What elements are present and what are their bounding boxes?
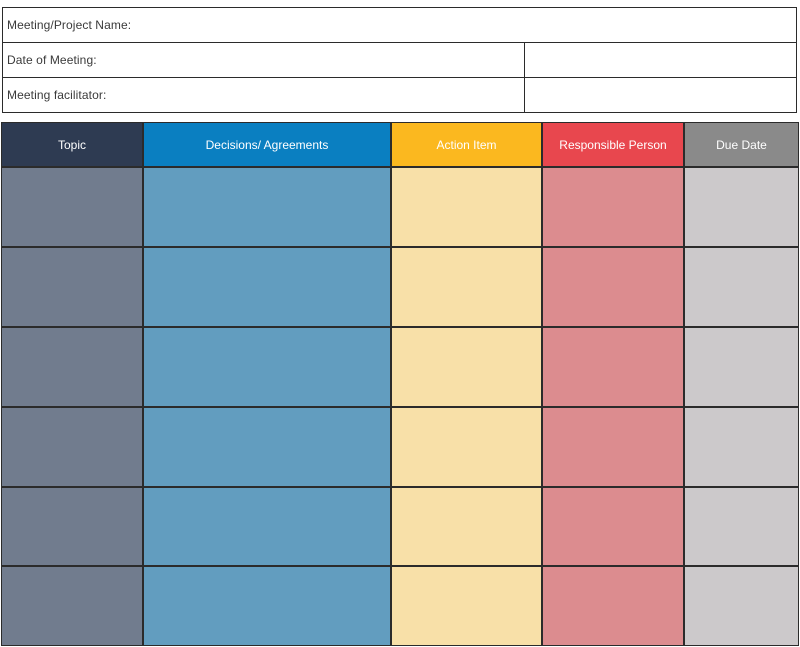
decisions-cell[interactable] [144,328,390,406]
meeting-info-table: Meeting/Project Name: Date of Meeting: M… [2,7,797,113]
project-name-row: Meeting/Project Name: [3,8,796,43]
header-responsible-person: Responsible Person [543,123,683,166]
due-date-cell[interactable] [685,567,798,645]
topic-cell[interactable] [2,328,142,406]
action-item-cell[interactable] [392,248,541,326]
facilitator-field[interactable] [524,78,796,112]
decisions-cell[interactable] [144,168,390,246]
due-date-cell[interactable] [685,248,798,326]
topic-cell[interactable] [2,408,142,486]
topic-cell[interactable] [2,567,142,645]
header-action-item: Action Item [392,123,541,166]
responsible-person-cell[interactable] [543,168,683,246]
topic-cell[interactable] [2,488,142,565]
action-item-cell[interactable] [392,567,541,645]
action-item-cell[interactable] [392,168,541,246]
decisions-cell[interactable] [144,248,390,326]
header-topic: Topic [2,123,142,166]
meeting-date-field[interactable] [524,43,796,77]
facilitator-row: Meeting facilitator: [3,78,796,112]
responsible-person-cell[interactable] [543,567,683,645]
responsible-person-cell[interactable] [543,488,683,565]
due-date-cell[interactable] [685,408,798,486]
action-item-cell[interactable] [392,488,541,565]
facilitator-label: Meeting facilitator: [7,88,107,102]
meeting-date-row: Date of Meeting: [3,43,796,78]
topic-cell[interactable] [2,168,142,246]
header-decisions: Decisions/ Agreements [144,123,390,166]
meeting-action-grid: Topic Decisions/ Agreements Action Item … [1,122,799,646]
decisions-cell[interactable] [144,567,390,645]
decisions-cell[interactable] [144,408,390,486]
topic-cell[interactable] [2,248,142,326]
action-item-cell[interactable] [392,328,541,406]
due-date-cell[interactable] [685,488,798,565]
decisions-cell[interactable] [144,488,390,565]
due-date-cell[interactable] [685,168,798,246]
due-date-cell[interactable] [685,328,798,406]
meeting-date-label: Date of Meeting: [7,53,97,67]
responsible-person-cell[interactable] [543,248,683,326]
header-due-date: Due Date [685,123,798,166]
action-item-cell[interactable] [392,408,541,486]
responsible-person-cell[interactable] [543,328,683,406]
responsible-person-cell[interactable] [543,408,683,486]
project-name-label: Meeting/Project Name: [7,18,132,32]
